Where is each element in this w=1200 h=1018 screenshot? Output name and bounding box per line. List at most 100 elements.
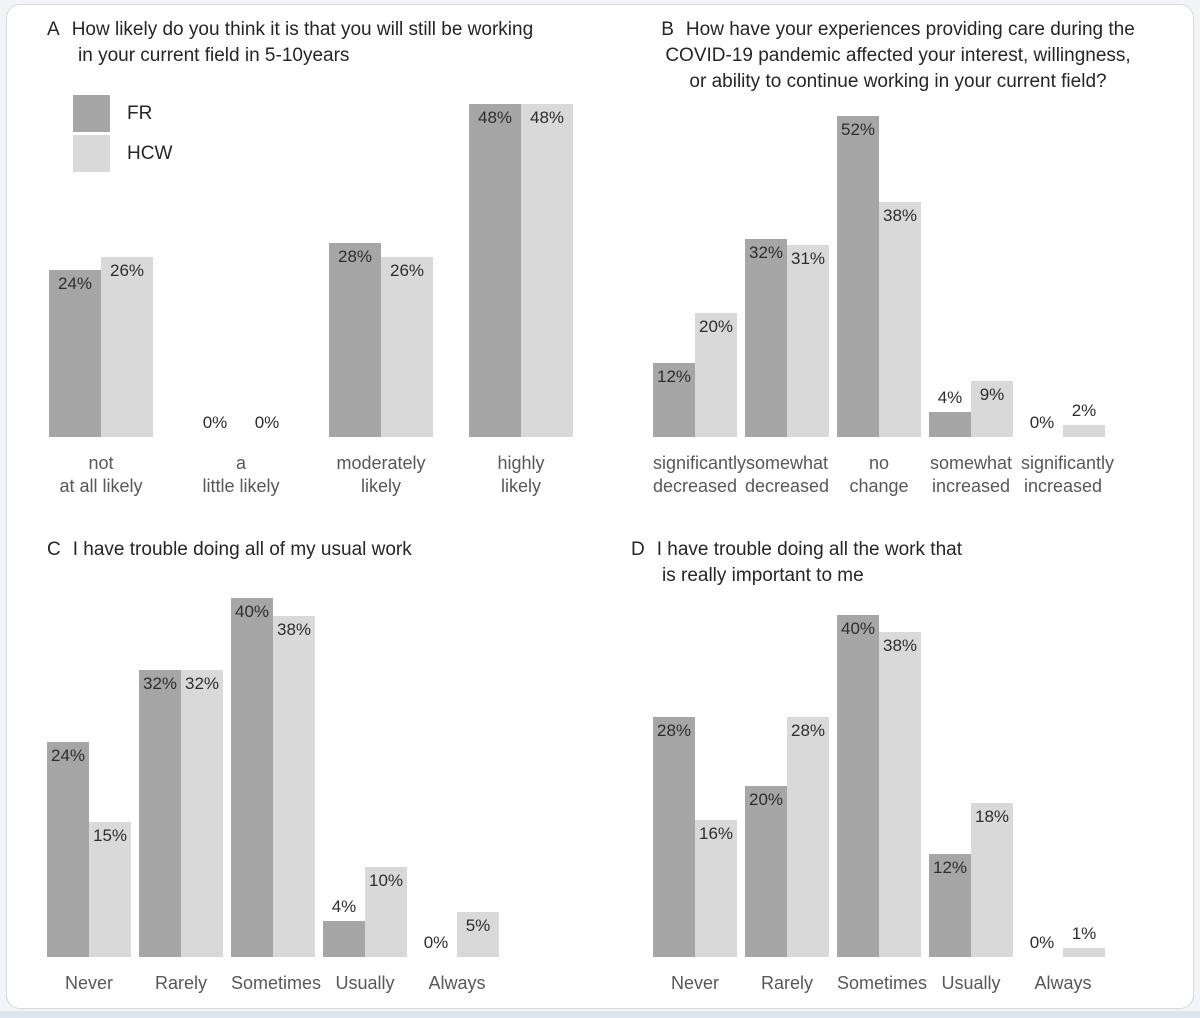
panel-title-text: I have trouble doing all of my usual wor… (72, 539, 412, 560)
panel-b: B How have your experiences providing car… (601, 11, 1185, 523)
panel-c: C I have trouble doing all of my usual wo… (17, 523, 601, 1004)
category-label: not at all likely (59, 453, 143, 496)
bar-group: 40% 38% (837, 615, 921, 957)
panel-title-text: How have your experiences providing care… (685, 19, 1135, 40)
category-label: Never (64, 973, 113, 993)
bar-value-label: 5% (465, 916, 491, 935)
bar-group: 12% 20% (653, 313, 737, 437)
bar-hcw: 16% (695, 820, 737, 957)
category-label: significantly increased (1021, 453, 1115, 496)
bar-plot: 12% 20% 32% 31% 52% 38% 4% 9% 0% 2% (653, 97, 1105, 437)
bar-fr: 28% (653, 717, 695, 957)
bar-value-label: 24% (50, 746, 86, 765)
category-label: moderately likely (336, 453, 426, 496)
panel-title-line: B How have your experiences providing car… (625, 17, 1171, 43)
panel-letter: B (661, 19, 674, 40)
bar-value-label: 0% (1029, 933, 1055, 952)
category-axis: Never Rarely Sometimes Usually Always (47, 972, 499, 995)
category-axis: Never Rarely Sometimes Usually Always (653, 972, 1105, 995)
panel-title: C I have trouble doing all of my usual wo… (47, 529, 597, 589)
bar-value-label: 10% (368, 871, 404, 890)
panel-title-line: A How likely do you think it is that you … (47, 17, 597, 43)
panel-title-line: COVID-19 pandemic affected your interest… (625, 43, 1171, 69)
bar-group: 24% 26% (49, 257, 153, 437)
panel-title-text: How likely do you think it is that you w… (71, 19, 534, 40)
category-label: somewhat decreased (745, 453, 830, 496)
page-bottom-edge (0, 1011, 1200, 1018)
bar-hcw: 38% (273, 616, 315, 957)
panel-title-line: C I have trouble doing all of my usual wo… (47, 537, 597, 563)
category-label: no change (849, 453, 909, 496)
bar-hcw: 10% (365, 867, 407, 957)
category-label: somewhat increased (929, 453, 1013, 496)
bar-value-label: 48% (529, 108, 565, 127)
bar-fr: 4% (323, 897, 365, 957)
category-label: Rarely (760, 973, 813, 993)
bar-fr: 48% (469, 104, 521, 437)
bar-group: 48% 48% (469, 104, 573, 437)
bar-group: 32% 31% (745, 239, 829, 437)
bar-group: 0% 2% (1021, 401, 1105, 437)
panel-title-line: or ability to continue working in your c… (625, 69, 1171, 95)
bar-fr: 32% (139, 670, 181, 957)
category-label: Always (1034, 973, 1092, 993)
bar-value-label: 0% (423, 933, 449, 952)
bar-fr: 24% (49, 270, 101, 437)
bar-value-label: 15% (92, 826, 128, 845)
bar-value-label: 26% (109, 261, 145, 280)
bar-fr: 24% (47, 742, 89, 957)
legend-swatch-fr (73, 95, 110, 132)
panel-title-text: or ability to continue working in your c… (689, 71, 1107, 92)
panel-title-text: I have trouble doing all the work that (656, 539, 962, 560)
category-label: Rarely (154, 973, 207, 993)
bar-hcw: 38% (879, 202, 921, 437)
category-axis: significantly decreased somewhat decrease… (653, 452, 1115, 498)
bar-group: 24% 15% (47, 742, 131, 957)
category-label: Never (670, 973, 719, 993)
bar-value-label: 20% (748, 790, 784, 809)
bar-plot: 24% 15% 32% 32% 40% 38% 4% 10% 0% 5% (47, 589, 499, 957)
panel-title-text: COVID-19 pandemic affected your interest… (665, 45, 1131, 66)
bar-group: 52% 38% (837, 116, 921, 437)
panel-title-text: in your current field in 5-10years (78, 45, 350, 66)
panel-title-line: D I have trouble doing all the work that (631, 537, 1181, 563)
bar-fr: 12% (929, 854, 971, 957)
bar-value-label: 32% (184, 674, 220, 693)
bar-value-label: 28% (790, 721, 826, 740)
bar-value-label: 28% (656, 721, 692, 740)
bar-hcw: 9% (971, 381, 1013, 437)
panel-letter: A (47, 19, 60, 40)
category-axis: not at all likely a little likely moderate… (49, 452, 573, 498)
bar-value-label: 4% (937, 388, 963, 407)
bar-hcw: 48% (521, 104, 573, 437)
bar-value-label: 38% (882, 206, 918, 225)
bar-value-label: 48% (477, 108, 513, 127)
bar-group: 0% 1% (1021, 924, 1105, 957)
legend: FR HCW (73, 95, 172, 175)
panel-d: D I have trouble doing all the work that i… (601, 523, 1185, 1004)
bar-value-label: 31% (790, 249, 826, 268)
bar-value-label: 9% (979, 385, 1005, 404)
figure-card: A How likely do you think it is that you … (6, 4, 1194, 1009)
category-label: Usually (941, 973, 1001, 993)
bar-group: 28% 16% (653, 717, 737, 957)
category-label: Sometimes (231, 973, 322, 993)
bar-hcw: 5% (457, 912, 499, 957)
panel-letter: D (631, 539, 645, 560)
bar-hcw: 31% (787, 245, 829, 437)
bar-value-label: 40% (840, 619, 876, 638)
bar-hcw: 15% (89, 822, 131, 957)
bar-fr: 40% (837, 615, 879, 957)
bar-plot: 28% 16% 20% 28% 40% 38% 12% 18% 0% 1% (653, 589, 1105, 957)
bar-plot: 24% 26% 0% 0% 28% 26% 48% 48% (49, 97, 573, 437)
category-label: Usually (335, 973, 395, 993)
bar-fr: 28% (329, 243, 381, 437)
bar-hcw: 20% (695, 313, 737, 437)
category-label: a little likely (202, 453, 280, 496)
bar-hcw: 2% (1063, 401, 1105, 437)
bar-fr: 20% (745, 786, 787, 957)
bar-group: 4% 10% (323, 867, 407, 957)
bar-fr: 40% (231, 598, 273, 957)
bar-hcw: 26% (101, 257, 153, 437)
bar-group: 0% 5% (415, 912, 499, 957)
